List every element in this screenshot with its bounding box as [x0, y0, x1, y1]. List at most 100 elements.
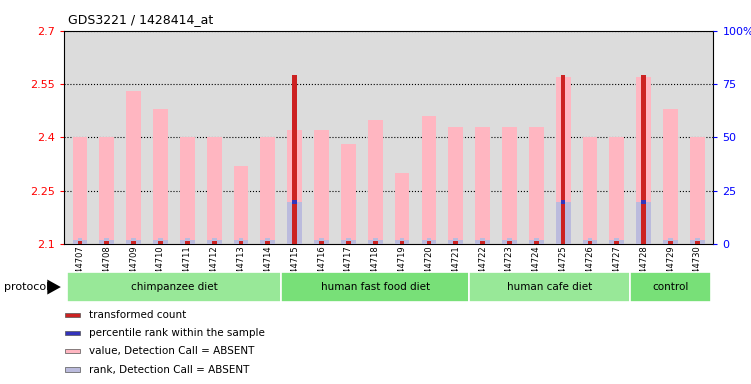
Bar [73, 137, 87, 244]
Bar [502, 127, 517, 244]
Bar [77, 238, 83, 241]
Text: GDS3221 / 1428414_at: GDS3221 / 1428414_at [68, 13, 213, 26]
Bar [65, 331, 80, 335]
Bar [266, 238, 270, 244]
Bar [668, 238, 673, 244]
Bar [480, 238, 485, 244]
Bar [314, 130, 329, 244]
Bar [587, 238, 593, 244]
Bar [346, 238, 351, 241]
Text: transformed count: transformed count [89, 310, 186, 320]
Bar [319, 238, 324, 244]
Bar [77, 238, 83, 244]
Bar [292, 200, 297, 204]
Bar [185, 238, 190, 244]
Bar [427, 238, 431, 241]
FancyBboxPatch shape [282, 272, 469, 302]
Text: rank, Detection Call = ABSENT: rank, Detection Call = ABSENT [89, 364, 249, 375]
Bar [636, 202, 651, 244]
Bar [234, 240, 249, 244]
Text: protocol: protocol [4, 282, 49, 292]
Bar [609, 137, 624, 244]
Bar [507, 238, 511, 244]
Bar [104, 238, 109, 244]
Bar [185, 238, 190, 241]
Bar [288, 202, 302, 244]
Bar [368, 240, 382, 244]
Bar [561, 200, 566, 204]
Bar [212, 238, 216, 244]
FancyBboxPatch shape [67, 272, 282, 302]
Bar [690, 137, 704, 244]
Bar [690, 240, 704, 244]
Bar [104, 238, 109, 241]
Polygon shape [47, 280, 61, 295]
Bar [341, 240, 356, 244]
Bar [319, 238, 324, 241]
Bar [529, 240, 544, 244]
Bar [475, 127, 490, 244]
Bar [239, 238, 243, 244]
Bar [641, 75, 646, 244]
Bar [395, 173, 409, 244]
Bar [99, 240, 114, 244]
FancyBboxPatch shape [469, 272, 630, 302]
Bar [641, 200, 646, 204]
Bar [556, 202, 571, 244]
Bar [65, 367, 80, 372]
Bar [288, 130, 302, 244]
Bar [636, 77, 651, 244]
Bar [663, 240, 678, 244]
Bar [131, 238, 136, 241]
Bar [234, 166, 249, 244]
Bar [261, 240, 275, 244]
Bar [180, 137, 195, 244]
FancyBboxPatch shape [630, 272, 710, 302]
Bar [695, 238, 700, 241]
Bar [529, 127, 544, 244]
Bar [400, 238, 405, 244]
Bar [502, 240, 517, 244]
Bar [395, 240, 409, 244]
Bar [421, 240, 436, 244]
Bar [99, 137, 114, 244]
Bar [314, 240, 329, 244]
Bar [180, 240, 195, 244]
Bar [695, 238, 700, 244]
Bar [583, 137, 597, 244]
Bar [480, 238, 485, 241]
Bar [534, 238, 538, 241]
Bar [534, 238, 538, 244]
Bar [73, 240, 87, 244]
Bar [207, 137, 222, 244]
Bar [448, 127, 463, 244]
Bar [341, 144, 356, 244]
Bar [663, 109, 678, 244]
Bar [65, 313, 80, 317]
Bar [609, 240, 624, 244]
Bar [614, 238, 619, 244]
Bar [153, 240, 168, 244]
Text: chimpanzee diet: chimpanzee diet [131, 282, 217, 292]
Bar [158, 238, 163, 244]
Bar [126, 91, 141, 244]
Bar [448, 240, 463, 244]
Bar [400, 238, 405, 241]
Bar [292, 75, 297, 244]
Bar [346, 238, 351, 244]
Bar [421, 116, 436, 244]
Bar [126, 240, 141, 244]
Text: control: control [653, 282, 689, 292]
Text: percentile rank within the sample: percentile rank within the sample [89, 328, 264, 338]
Bar [261, 137, 275, 244]
Bar [475, 240, 490, 244]
Bar [561, 75, 566, 244]
Bar [454, 238, 458, 244]
Bar [65, 349, 80, 353]
Bar [372, 238, 378, 244]
Bar [427, 238, 431, 244]
Bar [153, 109, 168, 244]
Bar [614, 238, 619, 241]
Bar [212, 238, 216, 241]
Bar [368, 119, 382, 244]
